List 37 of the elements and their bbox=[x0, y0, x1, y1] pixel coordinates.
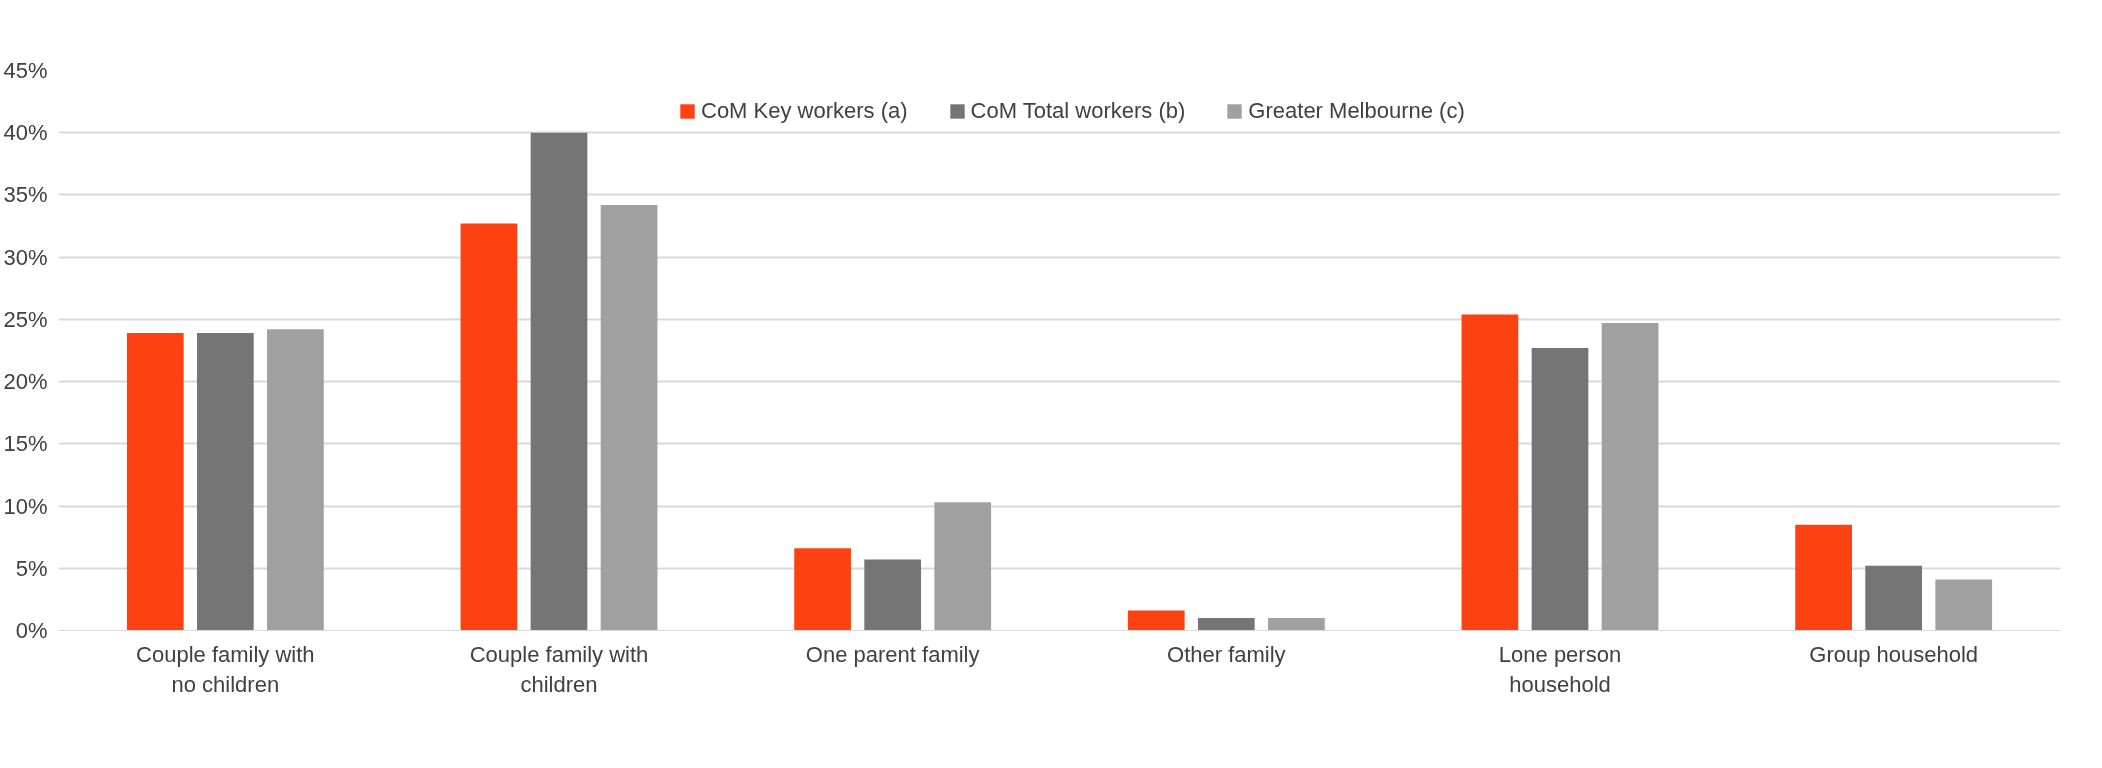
y-tick-label: 5% bbox=[15, 555, 48, 581]
bar bbox=[1127, 610, 1185, 631]
bar bbox=[1601, 323, 1659, 631]
bar bbox=[1197, 618, 1255, 631]
legend-label: CoM Key workers (a) bbox=[701, 98, 908, 124]
y-tick-label: 45% bbox=[3, 58, 48, 83]
x-tick-label: One parent family bbox=[805, 641, 980, 667]
legend-label: Greater Melbourne (c) bbox=[1248, 98, 1465, 124]
bar bbox=[267, 329, 324, 631]
bar bbox=[530, 132, 588, 631]
bar bbox=[1268, 618, 1325, 631]
bar bbox=[1865, 565, 1923, 631]
y-tick-label: 15% bbox=[3, 431, 48, 457]
bar bbox=[794, 548, 851, 631]
bar bbox=[196, 333, 254, 631]
x-tick-label: Lone person household bbox=[1498, 641, 1622, 697]
x-tick-label: Couple family with children bbox=[469, 641, 649, 697]
bar bbox=[864, 559, 922, 631]
bar bbox=[1795, 524, 1852, 631]
y-tick-label: 35% bbox=[3, 182, 48, 208]
y-tick-label: 20% bbox=[3, 369, 48, 395]
bar bbox=[126, 333, 184, 631]
bar bbox=[1531, 348, 1589, 631]
y-tick-label: 40% bbox=[3, 120, 48, 146]
x-tick-label: Group household bbox=[1809, 641, 1979, 667]
y-tick-label: 30% bbox=[3, 244, 48, 270]
bar bbox=[600, 204, 658, 631]
bar bbox=[934, 502, 992, 631]
bar bbox=[460, 223, 518, 631]
y-tick-label: 0% bbox=[15, 618, 48, 643]
legend-label: CoM Total workers (b) bbox=[970, 98, 1186, 124]
bar bbox=[1935, 579, 1993, 631]
bar bbox=[1461, 314, 1519, 631]
y-tick-label: 25% bbox=[3, 306, 48, 332]
y-tick-label: 10% bbox=[3, 493, 48, 519]
x-tick-label: Couple family with no children bbox=[136, 641, 315, 697]
x-tick-label: Other family bbox=[1167, 641, 1286, 667]
